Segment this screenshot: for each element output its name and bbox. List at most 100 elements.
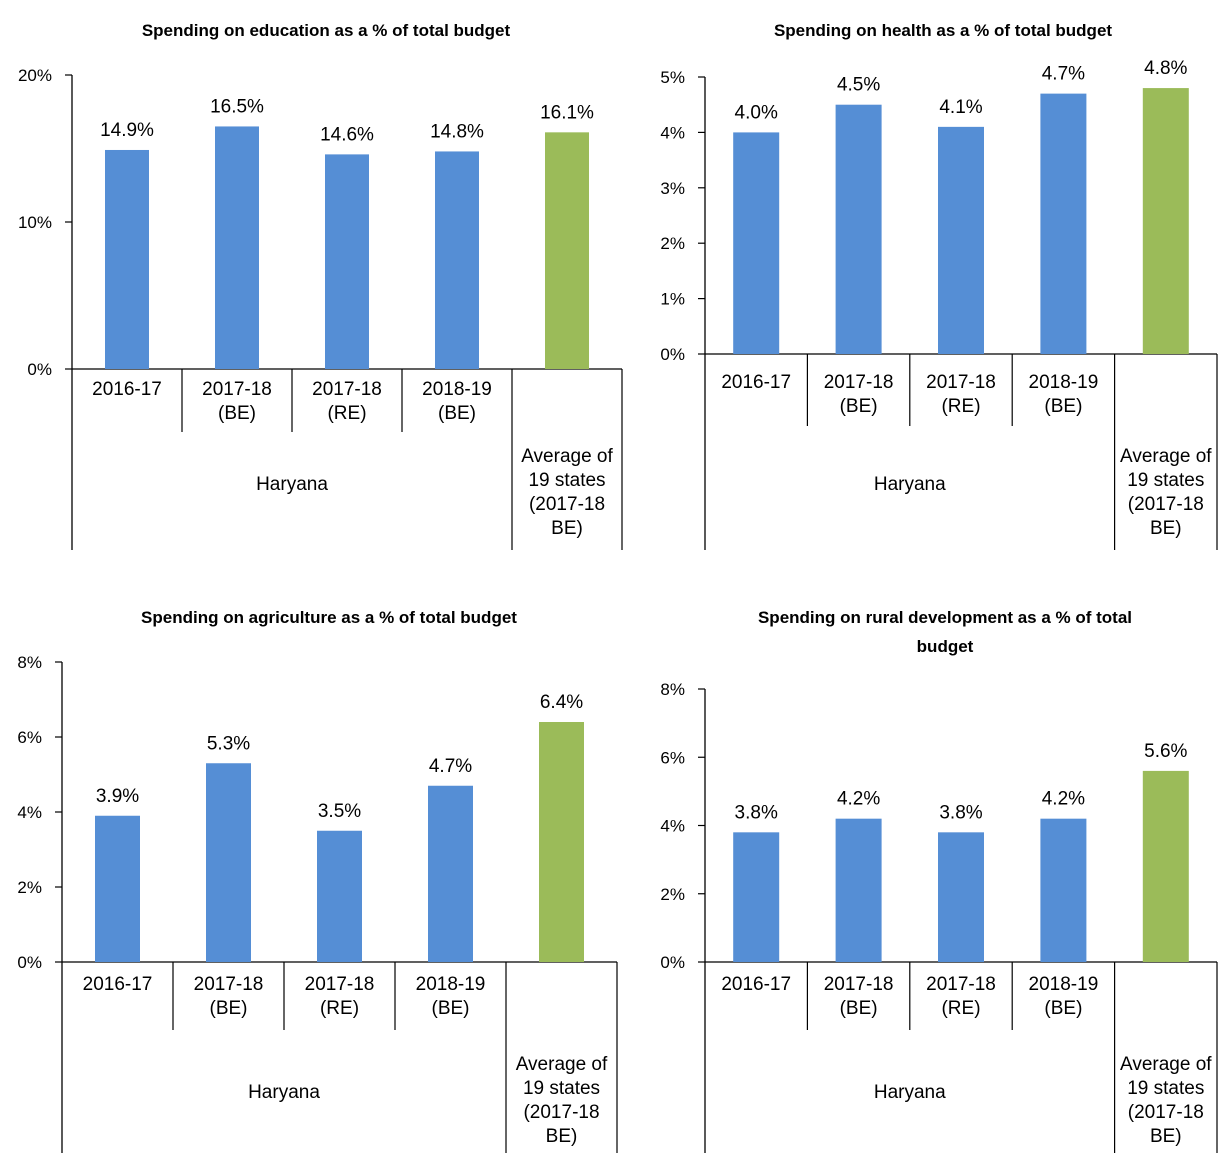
bar bbox=[325, 154, 369, 369]
category-label: (RE) bbox=[327, 403, 366, 424]
bar bbox=[835, 104, 882, 354]
data-label: 4.2% bbox=[837, 789, 880, 810]
bar bbox=[435, 151, 479, 369]
bar bbox=[938, 832, 984, 962]
category-label: (2017-18 bbox=[1128, 1102, 1204, 1123]
bar bbox=[1142, 770, 1189, 962]
y-tick-label: 0% bbox=[27, 360, 52, 379]
chart-2: Spending on health as a % of total budge… bbox=[660, 21, 1218, 550]
category-label: BE) bbox=[1150, 518, 1182, 539]
group-label: Haryana bbox=[256, 474, 328, 495]
category-label: 2016-17 bbox=[721, 974, 791, 995]
chart-title: Spending on education as a % of total bu… bbox=[142, 21, 511, 40]
y-tick-label: 2% bbox=[660, 885, 685, 904]
y-tick-label: 0% bbox=[660, 953, 685, 972]
data-label: 14.9% bbox=[100, 120, 154, 141]
chart-title: Spending on rural development as a % of … bbox=[758, 608, 1132, 627]
group-label: Haryana bbox=[874, 1082, 946, 1103]
category-label: BE) bbox=[546, 1126, 578, 1147]
bar bbox=[733, 832, 780, 962]
data-label: 4.1% bbox=[939, 97, 982, 118]
bar bbox=[733, 132, 780, 354]
chart-1: Spending on education as a % of total bu… bbox=[18, 21, 623, 550]
data-label: 5.3% bbox=[207, 733, 250, 754]
category-label: (RE) bbox=[941, 396, 980, 417]
bar bbox=[206, 763, 251, 962]
category-label: (BE) bbox=[1044, 998, 1082, 1019]
y-tick-label: 2% bbox=[17, 878, 42, 897]
category-label: 19 states bbox=[1127, 1078, 1204, 1099]
y-tick-label: 6% bbox=[17, 728, 42, 747]
category-label: 2017-18 bbox=[202, 379, 272, 400]
data-label: 14.6% bbox=[320, 124, 374, 145]
category-label: 19 states bbox=[528, 470, 605, 491]
bar bbox=[428, 785, 473, 962]
y-tick-label: 2% bbox=[660, 234, 685, 253]
category-label: (BE) bbox=[840, 396, 878, 417]
y-tick-label: 1% bbox=[660, 290, 685, 309]
data-label: 4.5% bbox=[837, 75, 880, 96]
bar bbox=[95, 815, 140, 962]
category-label: 2017-18 bbox=[926, 372, 996, 393]
category-label: 19 states bbox=[1127, 470, 1204, 491]
data-label: 4.2% bbox=[1042, 789, 1085, 810]
data-label: 4.8% bbox=[1144, 58, 1187, 79]
data-label: 16.1% bbox=[540, 102, 594, 123]
bar bbox=[215, 126, 259, 369]
y-tick-label: 8% bbox=[17, 653, 42, 672]
category-label: 2018-19 bbox=[416, 974, 486, 995]
category-label: 2018-19 bbox=[422, 379, 492, 400]
category-label: 2017-18 bbox=[312, 379, 382, 400]
chart-title: Spending on agriculture as a % of total … bbox=[141, 608, 517, 627]
category-label: Average of bbox=[1120, 446, 1212, 467]
bar bbox=[317, 830, 362, 962]
category-label: (2017-18 bbox=[523, 1102, 599, 1123]
category-label: 2017-18 bbox=[824, 974, 894, 995]
y-tick-label: 4% bbox=[660, 123, 685, 142]
bar bbox=[1040, 93, 1087, 355]
data-label: 5.6% bbox=[1144, 741, 1187, 762]
category-label: 2016-17 bbox=[92, 379, 162, 400]
category-label: 2016-17 bbox=[83, 974, 153, 995]
category-label: 2018-19 bbox=[1029, 974, 1099, 995]
category-label: (RE) bbox=[941, 998, 980, 1019]
chart-4: Spending on rural development as a % of … bbox=[660, 608, 1218, 1153]
bar bbox=[1142, 88, 1189, 354]
category-label: (BE) bbox=[840, 998, 878, 1019]
y-tick-label: 4% bbox=[660, 817, 685, 836]
category-label: Average of bbox=[516, 1054, 608, 1075]
group-label: Haryana bbox=[874, 474, 946, 495]
category-label: 2017-18 bbox=[305, 974, 375, 995]
chart-title: budget bbox=[917, 637, 974, 656]
bar bbox=[545, 132, 589, 369]
category-label: (BE) bbox=[210, 998, 248, 1019]
category-label: (BE) bbox=[432, 998, 470, 1019]
y-tick-label: 0% bbox=[660, 345, 685, 364]
category-label: (BE) bbox=[438, 403, 476, 424]
category-label: BE) bbox=[1150, 1126, 1182, 1147]
y-tick-label: 4% bbox=[17, 803, 42, 822]
y-tick-label: 20% bbox=[18, 66, 52, 85]
bar bbox=[539, 722, 584, 962]
data-label: 14.8% bbox=[430, 121, 484, 142]
category-label: 2017-18 bbox=[194, 974, 264, 995]
bar bbox=[105, 149, 149, 369]
data-label: 4.7% bbox=[429, 756, 472, 777]
y-tick-label: 0% bbox=[17, 953, 42, 972]
category-label: (RE) bbox=[320, 998, 359, 1019]
data-label: 3.9% bbox=[96, 786, 139, 807]
y-tick-label: 8% bbox=[660, 680, 685, 699]
chart-title: Spending on health as a % of total budge… bbox=[774, 21, 1112, 40]
bar bbox=[835, 818, 882, 962]
data-label: 16.5% bbox=[210, 96, 264, 117]
data-label: 3.8% bbox=[939, 802, 982, 823]
data-label: 3.8% bbox=[735, 802, 778, 823]
data-label: 3.5% bbox=[318, 801, 361, 822]
category-label: 2016-17 bbox=[721, 372, 791, 393]
category-label: BE) bbox=[551, 518, 583, 539]
y-tick-label: 10% bbox=[18, 213, 52, 232]
y-tick-label: 6% bbox=[660, 748, 685, 767]
category-label: 2017-18 bbox=[824, 372, 894, 393]
group-label: Haryana bbox=[248, 1082, 320, 1103]
